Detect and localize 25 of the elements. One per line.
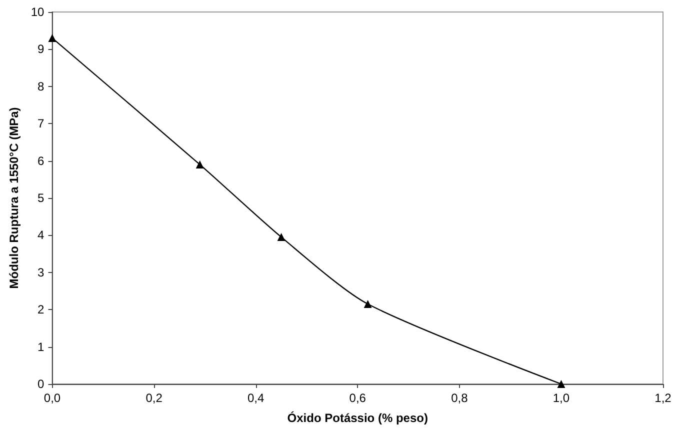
x-tick-label: 1,0 [552,391,570,405]
y-tick-label: 3 [38,265,45,280]
x-tick-label: 0,6 [349,391,366,405]
point [277,233,286,242]
point [48,34,56,42]
y-tick-label: 1 [38,340,45,354]
y-tick-label: 4 [38,228,45,242]
x-tick-label: 0,0 [44,391,61,405]
y-tick-label: 0 [38,377,45,391]
y-tick-label: 6 [38,154,45,168]
point [196,160,204,169]
point [557,380,566,388]
x-tick-label: 0,4 [247,391,264,405]
y-tick-label: 7 [38,116,45,131]
point [364,300,372,308]
x-tick-label: 0,8 [451,391,468,405]
x-tick-label: 1,2 [654,391,672,405]
y-tick-label: 10 [30,5,45,19]
y-tick-label: 5 [38,191,45,205]
y-axis-title: Módulo Ruptura a 1550°C (MPa) [7,107,21,289]
y-tick-label: 9 [38,42,45,56]
y-tick-label: 8 [38,79,45,94]
x-tick-label: 0,2 [146,391,163,405]
x-axis-title: Óxido Potássio (% peso) [287,411,428,425]
y-tick-label: 2 [38,302,45,317]
